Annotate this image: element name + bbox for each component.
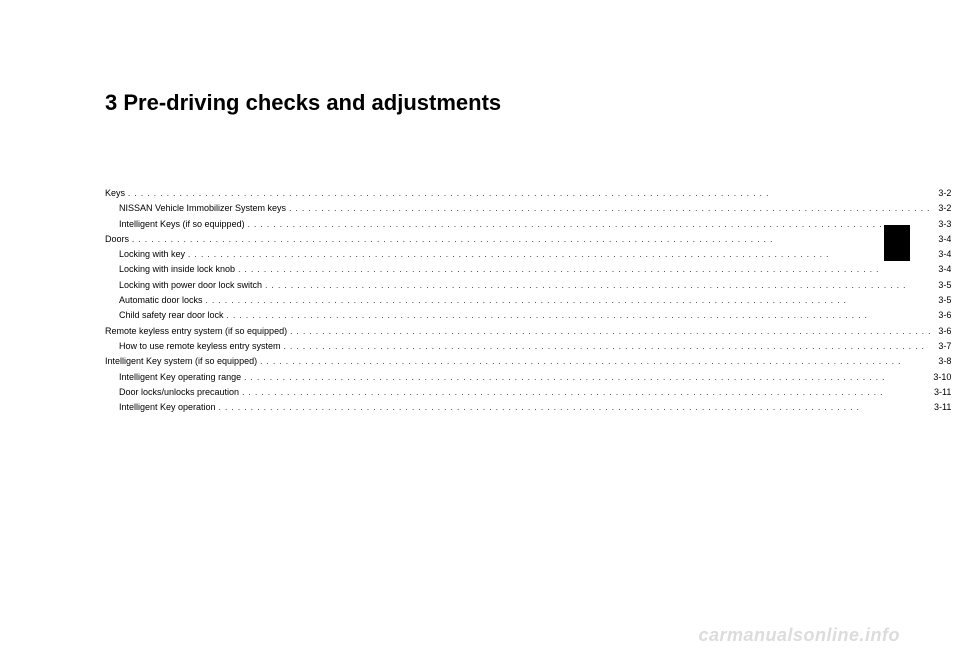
- watermark: carmanualsonline.info: [698, 625, 900, 646]
- toc-leader-dots: [125, 186, 934, 201]
- toc-row: How to use remote keyless entry system 3-…: [105, 339, 951, 354]
- toc-row: Doors 3-4: [105, 232, 951, 247]
- toc-row: Intelligent Keys (if so equipped) 3-3: [105, 217, 951, 232]
- toc-row: Automatic door locks 3-5: [105, 293, 951, 308]
- toc-row: Locking with power door lock switch 3-5: [105, 278, 951, 293]
- toc-label: NISSAN Vehicle Immobilizer System keys: [119, 201, 286, 216]
- toc-leader-dots: [203, 293, 935, 308]
- toc-page-number: 3-3: [934, 217, 951, 232]
- toc-label: Intelligent Key operating range: [119, 370, 241, 385]
- toc-leader-dots: [185, 247, 934, 262]
- toc-leader-dots: [241, 370, 929, 385]
- toc-page-number: 3-4: [934, 232, 951, 247]
- toc-row: Child safety rear door lock 3-6: [105, 308, 951, 323]
- toc-leader-dots: [262, 278, 934, 293]
- toc-row: Door locks/unlocks precaution 3-11: [105, 385, 951, 400]
- toc-leader-dots: [287, 324, 934, 339]
- toc-label: Automatic door locks: [119, 293, 203, 308]
- toc-column-left: Keys3-2NISSAN Vehicle Immobilizer System…: [105, 186, 951, 415]
- toc-label: Locking with key: [119, 247, 185, 262]
- toc-row: NISSAN Vehicle Immobilizer System keys 3-…: [105, 201, 951, 216]
- toc-label: Doors: [105, 232, 129, 247]
- toc-label: Intelligent Key operation: [119, 400, 216, 415]
- toc-page-number: 3-5: [934, 278, 951, 293]
- toc-leader-dots: [129, 232, 934, 247]
- toc-label: How to use remote keyless entry system: [119, 339, 281, 354]
- toc-label: Remote keyless entry system (if so equip…: [105, 324, 287, 339]
- toc-page-number: 3-11: [930, 385, 951, 400]
- toc-page-number: 3-7: [934, 339, 951, 354]
- toc-leader-dots: [245, 217, 935, 232]
- toc-row: Keys 3-2: [105, 186, 951, 201]
- toc-page-number: 3-8: [934, 354, 951, 369]
- toc-label: Locking with inside lock knob: [119, 262, 235, 277]
- toc-page-number: 3-6: [934, 308, 951, 323]
- toc-label: Child safety rear door lock: [119, 308, 224, 323]
- toc-page-number: 3-11: [930, 400, 951, 415]
- toc-label: Locking with power door lock switch: [119, 278, 262, 293]
- toc-row: Remote keyless entry system (if so equip…: [105, 324, 951, 339]
- toc-page-number: 3-4: [934, 262, 951, 277]
- chapter-title: 3 Pre-driving checks and adjustments: [105, 90, 880, 116]
- toc-columns: Keys3-2NISSAN Vehicle Immobilizer System…: [105, 186, 880, 415]
- toc-row: Intelligent Key operation 3-11: [105, 400, 951, 415]
- toc-page-number: 3-2: [934, 201, 951, 216]
- toc-row: Locking with inside lock knob 3-4: [105, 262, 951, 277]
- toc-leader-dots: [224, 308, 935, 323]
- page: 3 Pre-driving checks and adjustments Key…: [0, 0, 960, 664]
- toc-page-number: 3-10: [929, 370, 951, 385]
- toc-leader-dots: [281, 339, 935, 354]
- toc-label: Intelligent Key system (if so equipped): [105, 354, 257, 369]
- toc-leader-dots: [216, 400, 930, 415]
- toc-leader-dots: [286, 201, 934, 216]
- toc-row: Intelligent Key operating range 3-10: [105, 370, 951, 385]
- toc-row: Locking with key 3-4: [105, 247, 951, 262]
- toc-page-number: 3-5: [934, 293, 951, 308]
- toc-page-number: 3-6: [934, 324, 951, 339]
- section-tab: [884, 225, 910, 261]
- toc-page-number: 3-2: [934, 186, 951, 201]
- toc-page-number: 3-4: [934, 247, 951, 262]
- toc-label: Keys: [105, 186, 125, 201]
- toc-leader-dots: [235, 262, 934, 277]
- toc-label: Door locks/unlocks precaution: [119, 385, 239, 400]
- toc-leader-dots: [239, 385, 930, 400]
- toc-row: Intelligent Key system (if so equipped) 3…: [105, 354, 951, 369]
- toc-label: Intelligent Keys (if so equipped): [119, 217, 245, 232]
- toc-leader-dots: [257, 354, 934, 369]
